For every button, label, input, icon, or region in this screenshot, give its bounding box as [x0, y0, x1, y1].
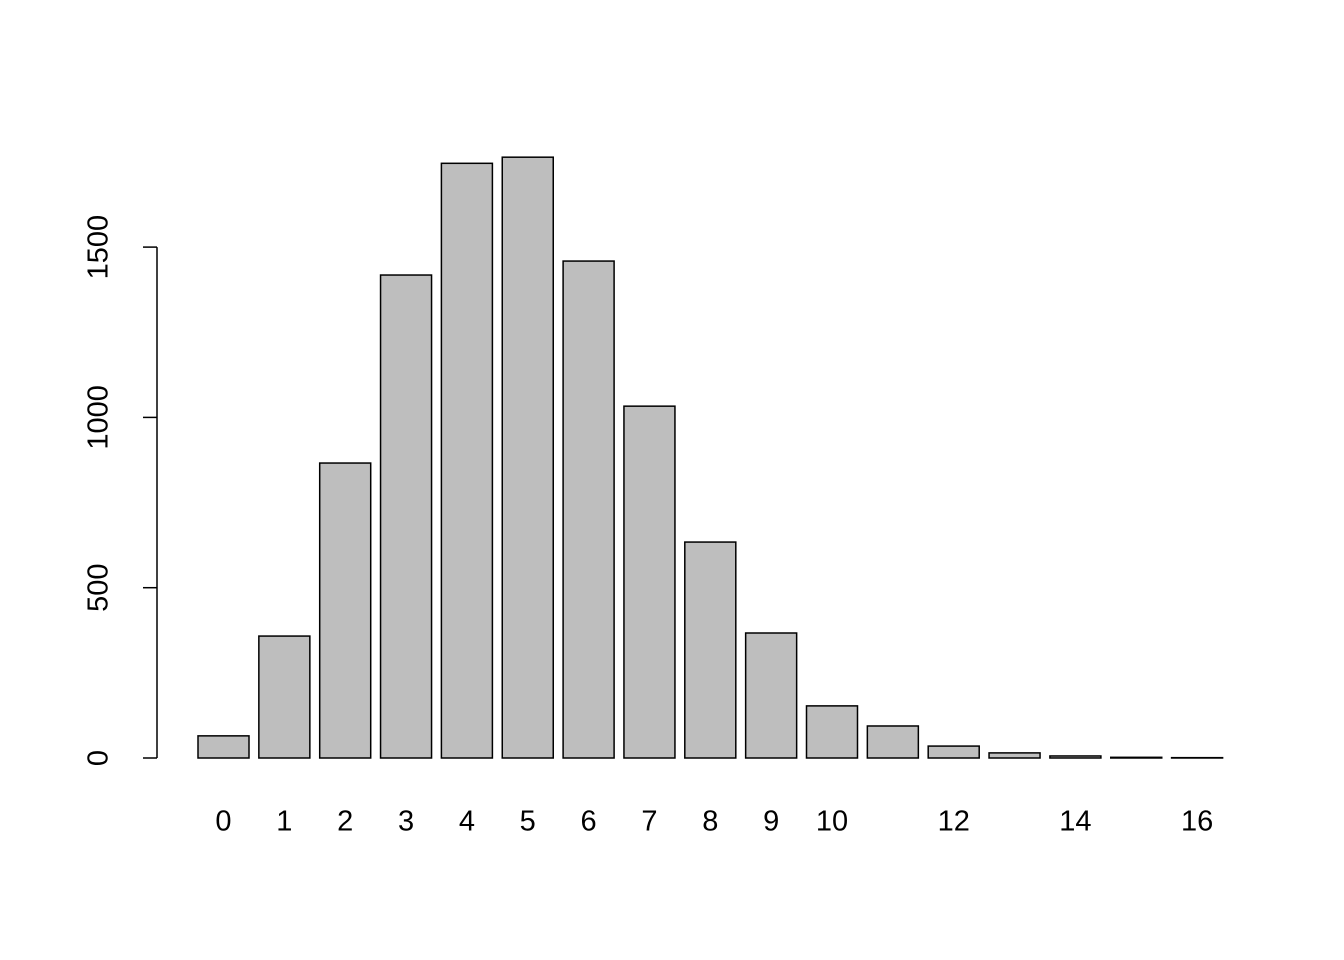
bar — [988, 752, 1041, 759]
x-tick-label: 0 — [215, 806, 231, 838]
x-tick-label: 7 — [641, 806, 657, 838]
bar — [258, 635, 311, 759]
bar — [379, 274, 433, 759]
bar — [562, 260, 615, 759]
bar — [1110, 756, 1163, 759]
bar — [623, 405, 676, 759]
y-tick-label: 1000 — [83, 385, 115, 450]
bar — [866, 725, 920, 759]
x-tick-label: 9 — [763, 806, 779, 838]
x-tick-label: 10 — [816, 806, 848, 838]
y-tick-label: 1500 — [83, 215, 115, 280]
bar — [440, 162, 494, 759]
x-tick-label: 4 — [459, 806, 475, 838]
x-tick-label: 12 — [938, 806, 970, 838]
y-tick-label: 0 — [83, 750, 115, 766]
bar — [501, 156, 554, 759]
bar — [927, 745, 980, 759]
y-tick-label: 500 — [83, 564, 115, 612]
bar — [684, 541, 737, 759]
bar — [197, 735, 250, 759]
x-tick-label: 1 — [276, 806, 292, 838]
x-tick-label: 16 — [1181, 806, 1213, 838]
x-tick-label: 8 — [702, 806, 718, 838]
x-tick-label: 14 — [1059, 806, 1091, 838]
x-tick-label: 5 — [520, 806, 536, 838]
x-tick-label: 3 — [398, 806, 414, 838]
bar — [1049, 755, 1102, 759]
bar — [805, 705, 859, 759]
bar — [744, 632, 798, 759]
x-tick-label: 2 — [337, 806, 353, 838]
x-tick-label: 6 — [581, 806, 597, 838]
bar — [318, 462, 372, 759]
